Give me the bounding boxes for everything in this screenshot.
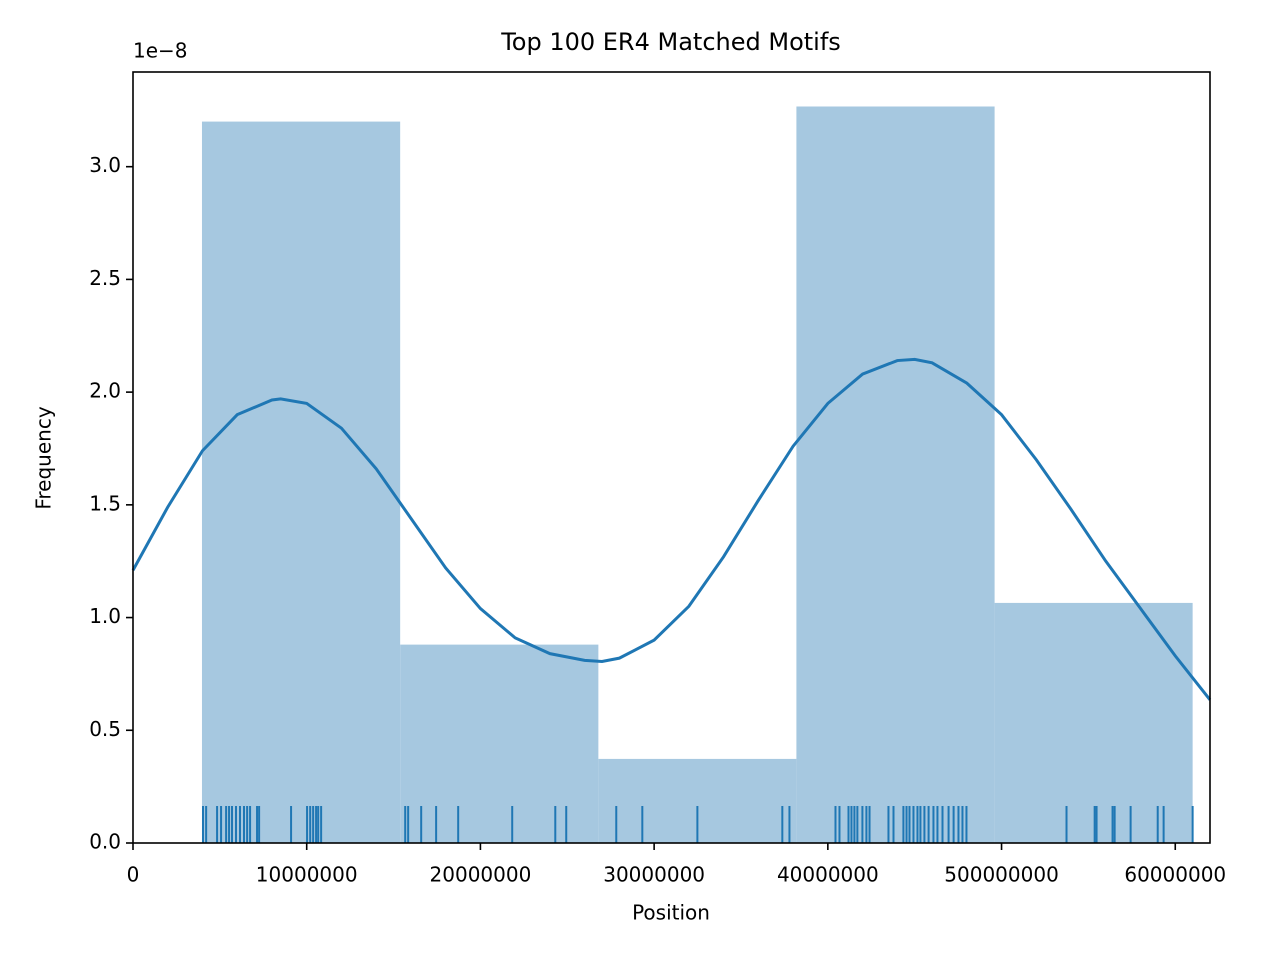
histogram-bar [994,602,1193,843]
chart-title: Top 100 ER4 Matched Motifs [500,28,841,56]
x-tick-label: 500000000 [944,863,1059,887]
histogram-bar [796,106,995,843]
y-axis-label: Frequency [32,406,56,509]
y-tick-label: 2.0 [89,379,121,403]
kde-line [131,357,1212,701]
y-tick-label: 2.5 [89,266,121,290]
y-tick-label: 1.5 [89,491,121,515]
x-tick-label: 40000000 [777,863,879,887]
y-tick-label: 3.0 [89,153,121,177]
x-axis-label: Position [632,901,710,925]
y-tick-label: 1.0 [89,604,121,628]
y-tick-label: 0.5 [89,717,121,741]
y-offset-text: 1e−8 [133,39,188,63]
x-tick-label: 30000000 [603,863,705,887]
histogram-bar [400,644,599,843]
axes-frame [132,71,1211,844]
histogram-bar [201,121,401,843]
y-tick-label: 0.0 [89,830,121,854]
x-tick-label: 0 [127,863,140,887]
x-tick-label: 10000000 [256,863,358,887]
x-tick-label: 20000000 [430,863,532,887]
x-tick-label: 60000000 [1124,863,1226,887]
plot-area [131,106,1212,843]
